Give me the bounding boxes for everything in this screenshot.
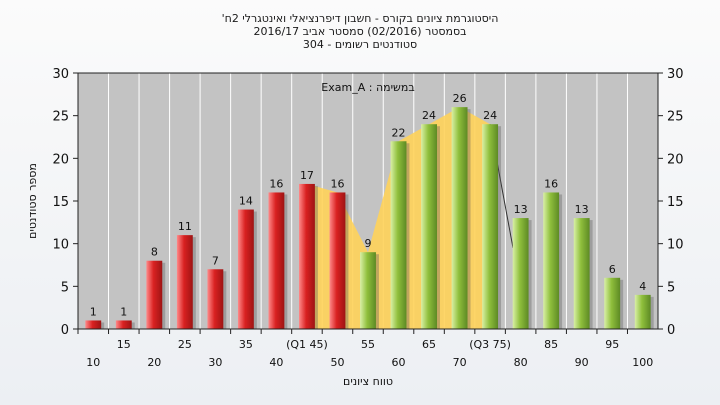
bar (85, 320, 102, 329)
y-tick-label-left: 15 (52, 195, 69, 210)
x-tick-label: 80 (514, 356, 528, 369)
bar (634, 294, 651, 329)
bar (207, 269, 224, 329)
x-tick-label: (Q3 75) (469, 338, 511, 351)
y-tick-label-right: 20 (667, 152, 684, 167)
bar-value-label: 1 (120, 305, 127, 318)
chart-subtitle-enrolled: סטודנטים רשומים - 304 (302, 38, 418, 51)
bar-value-label: 26 (453, 92, 467, 105)
bar-value-label: 14 (239, 195, 253, 208)
x-tick-label: 100 (632, 356, 653, 369)
y-tick-label-left: 25 (52, 110, 69, 125)
bar (604, 277, 621, 329)
x-tick-label: 95 (605, 338, 619, 351)
bar-value-label: 8 (151, 246, 158, 259)
bar (421, 124, 437, 329)
chart-subtitle-semester: בסמסטר (02/2016) סמסטר אביב 2016/17 (253, 25, 467, 38)
bar-value-label: 16 (544, 177, 558, 190)
bar (543, 192, 560, 329)
x-tick-label: 70 (453, 356, 467, 369)
y-tick-label-left: 0 (61, 323, 69, 338)
x-tick-label: 25 (178, 338, 192, 351)
bar-value-label: 22 (392, 126, 406, 139)
bar (146, 260, 163, 329)
bar (299, 183, 315, 329)
bar-value-label: 11 (178, 220, 192, 233)
x-tick-label: 90 (575, 356, 589, 369)
bar-value-label: 16 (269, 177, 283, 190)
bar-value-label: 24 (483, 109, 497, 122)
x-tick-label: 60 (392, 356, 406, 369)
bar (115, 320, 132, 329)
y-tick-label-right: 0 (667, 323, 675, 338)
bar-value-label: 6 (609, 263, 616, 276)
bar (360, 252, 376, 329)
bar-value-label: 16 (330, 177, 344, 190)
x-axis-label: טווח ציונים (343, 375, 393, 388)
x-tick-label: 55 (361, 338, 375, 351)
x-tick-label: 35 (239, 338, 253, 351)
x-tick-label: (Q1 45) (286, 338, 328, 351)
y-tick-label-right: 5 (667, 280, 675, 295)
bar (390, 141, 407, 329)
bar-value-label: 24 (422, 109, 436, 122)
bar-value-label: 9 (365, 237, 372, 250)
x-tick-label: 65 (422, 338, 436, 351)
x-tick-label: 40 (269, 356, 283, 369)
y-tick-label-left: 10 (52, 238, 69, 253)
bar (329, 192, 346, 329)
x-tick-label: 85 (544, 338, 558, 351)
y-tick-label-right: 15 (667, 195, 684, 210)
y-tick-label-right: 10 (667, 238, 684, 253)
bar (237, 209, 254, 329)
x-tick-label: 10 (86, 356, 100, 369)
bar-value-label: 1 (90, 305, 97, 318)
bar (512, 218, 529, 329)
bar (176, 235, 193, 329)
bar-value-label: 4 (639, 280, 646, 293)
x-tick-label: 30 (208, 356, 222, 369)
y-tick-label-right: 25 (667, 110, 684, 125)
bar-value-label: 7 (212, 254, 219, 267)
y-tick-label-left: 5 (61, 280, 69, 295)
bar (573, 218, 590, 329)
bar (268, 192, 285, 329)
x-tick-label: 20 (147, 356, 161, 369)
y-axis-label: מספר סטודנטים (26, 163, 39, 239)
chart-annotation: Exam_A : במשימה (321, 81, 414, 94)
y-tick-label-right: 30 (667, 67, 684, 82)
bar (451, 107, 468, 329)
x-tick-label: 15 (117, 338, 131, 351)
y-tick-label-left: 20 (52, 152, 69, 167)
bar (482, 124, 499, 329)
y-tick-label-left: 30 (52, 67, 69, 82)
bar-value-label: 13 (514, 203, 528, 216)
bar-value-label: 17 (300, 169, 314, 182)
bar-value-label: 13 (575, 203, 589, 216)
x-tick-label: 50 (330, 356, 344, 369)
chart-title: היסטוגרמת ציונים בקורס - חשבון דיפרנציאל… (221, 12, 499, 25)
